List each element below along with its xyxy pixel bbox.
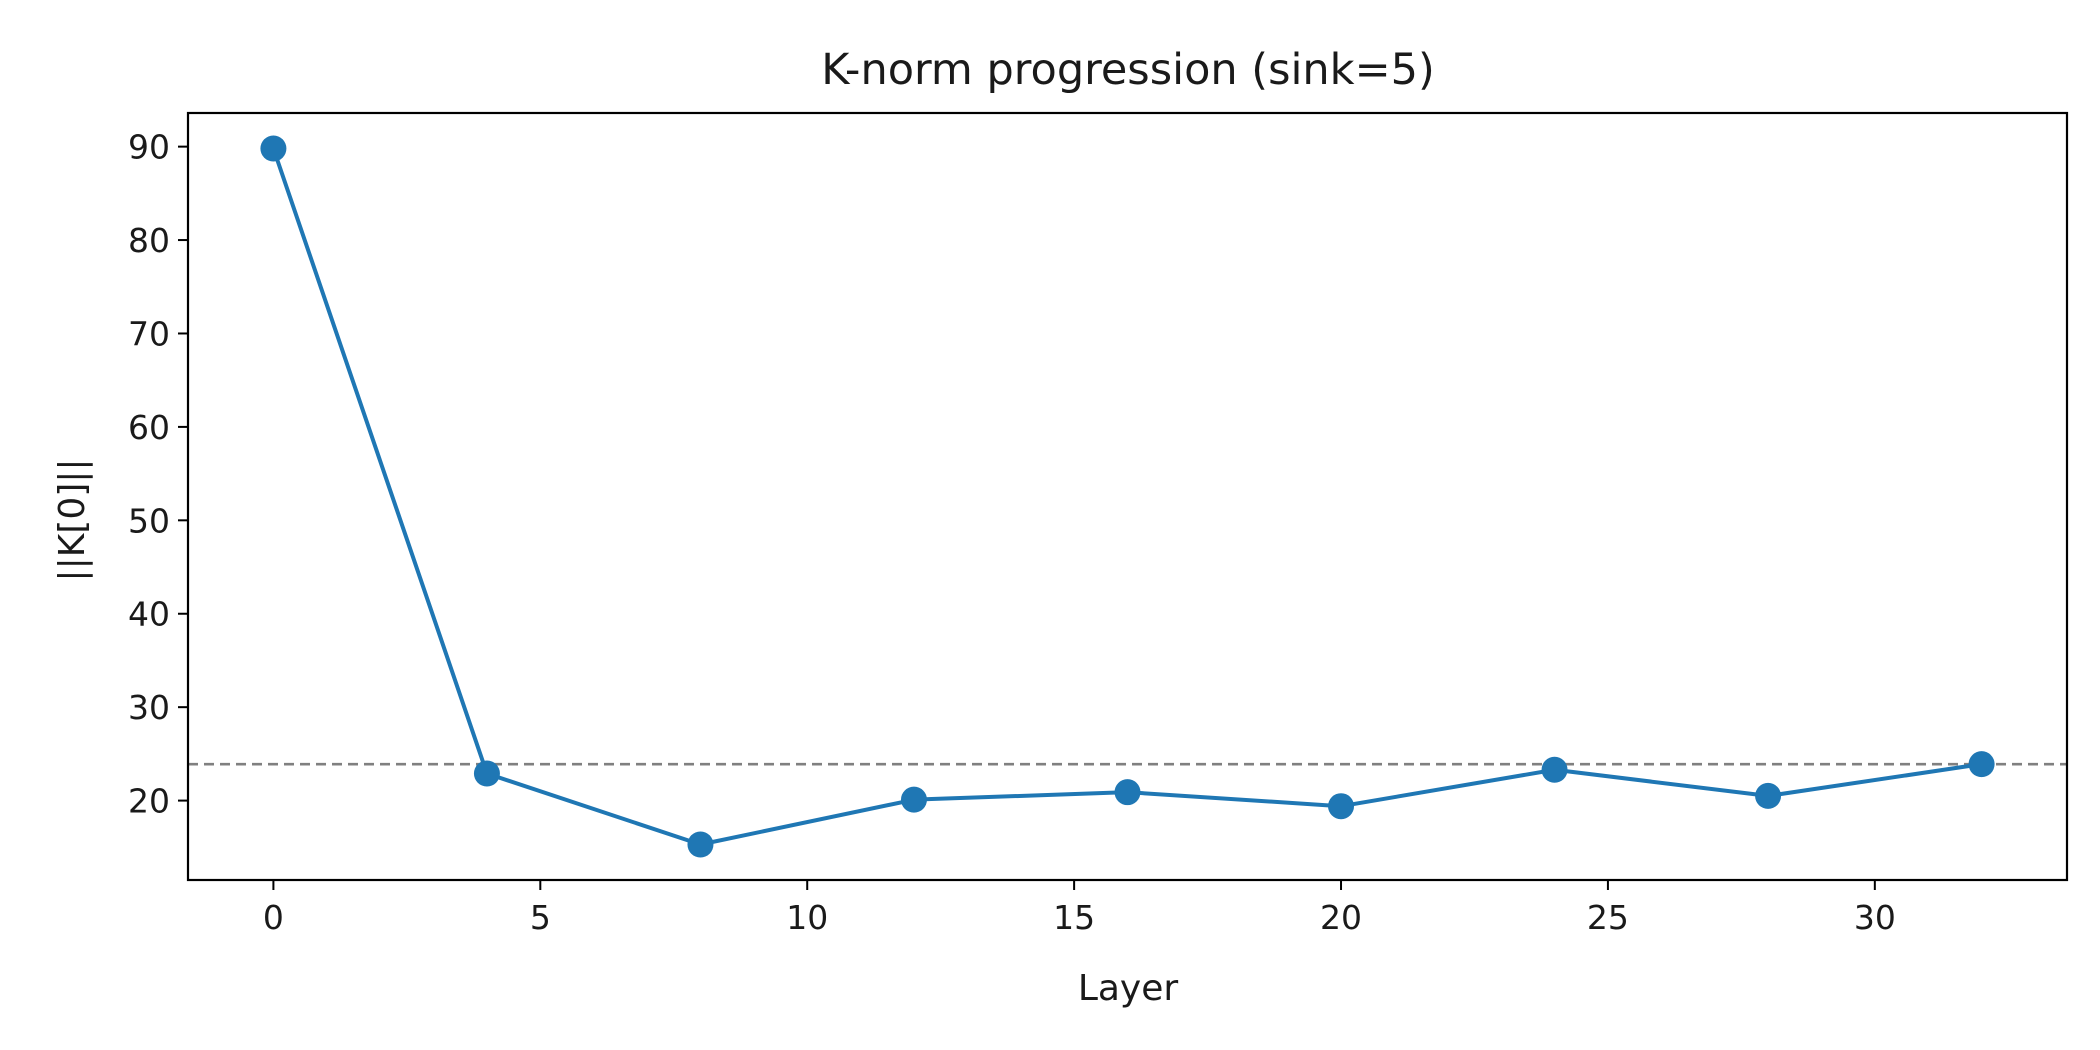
data-point xyxy=(1968,751,1995,778)
data-point xyxy=(1755,782,1782,809)
x-tick-label: 30 xyxy=(1854,898,1896,937)
x-tick-label: 0 xyxy=(263,898,284,937)
data-point xyxy=(473,760,500,787)
data-point xyxy=(687,831,714,858)
y-axis-title: ||K[0]|| xyxy=(52,458,93,581)
y-tick-label: 30 xyxy=(128,688,170,727)
data-point xyxy=(900,786,927,813)
y-tick-label: 60 xyxy=(128,408,170,447)
y-tick-label: 20 xyxy=(128,782,170,821)
plot-frame xyxy=(186,111,2069,882)
chart-title: K-norm progression (sink=5) xyxy=(821,45,1435,95)
x-tick-label: 5 xyxy=(530,898,551,937)
data-point xyxy=(1541,756,1568,783)
data-point xyxy=(1114,779,1141,806)
data-point xyxy=(260,135,287,162)
y-tick-label: 70 xyxy=(128,314,170,353)
y-tick-label: 50 xyxy=(128,501,170,540)
y-tick-label: 90 xyxy=(128,128,170,167)
x-tick-label: 15 xyxy=(1053,898,1095,937)
data-point xyxy=(1328,793,1355,820)
y-tick-label: 40 xyxy=(128,595,170,634)
y-tick-label: 80 xyxy=(128,221,170,260)
x-tick-label: 20 xyxy=(1320,898,1362,937)
x-axis-title: Layer xyxy=(1078,968,1179,1009)
x-tick-label: 10 xyxy=(786,898,828,937)
x-tick-label: 25 xyxy=(1587,898,1629,937)
plot-area: 0 5 10 15 20 25 30 20 30 40 50 60 70 80 90 xyxy=(128,111,2069,937)
